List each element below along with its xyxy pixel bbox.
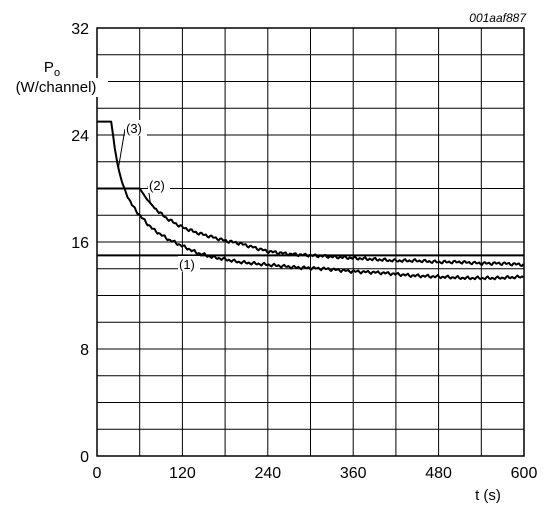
callout-background — [148, 177, 170, 193]
series-label: (3) — [126, 121, 142, 136]
x-tick-label: 600 — [511, 465, 538, 482]
y-axis-label-background — [4, 78, 108, 97]
y-axis-label-symbol-subscript: o — [54, 67, 60, 79]
x-tick-label: 120 — [169, 465, 196, 482]
y-axis-label-symbol: Po — [44, 59, 60, 79]
callout-background — [178, 256, 200, 272]
series-label: (2) — [149, 178, 165, 193]
x-axis-label: t (s) — [475, 487, 501, 504]
x-tick-label: 240 — [254, 465, 281, 482]
series-group — [97, 120, 525, 281]
y-axis-label-unit: (W/channel) — [16, 79, 97, 96]
grid — [97, 28, 524, 456]
series-line-2 — [97, 187, 525, 268]
plot-frame — [96, 27, 525, 457]
series-callouts: (1) (2) (3) — [117, 120, 200, 272]
y-tick-label: 8 — [80, 342, 89, 359]
x-tick-label: 0 — [93, 465, 102, 482]
tick-labels: 0 120 240 360 480 600 0 8 16 24 32 — [71, 21, 537, 482]
series-label: (1) — [179, 257, 195, 272]
y-tick-label: 24 — [71, 128, 89, 145]
figure-ref: 001aaf887 — [469, 11, 527, 25]
y-tick-label: 0 — [80, 449, 89, 466]
y-axis-label-symbol-main: P — [44, 59, 54, 76]
y-tick-label: 16 — [71, 235, 89, 252]
callout-background — [125, 120, 147, 136]
y-tick-label: 32 — [71, 21, 89, 38]
x-tick-label: 360 — [340, 465, 367, 482]
callout-leader — [117, 128, 126, 169]
x-tick-label: 480 — [425, 465, 452, 482]
series-line-3 — [97, 120, 524, 281]
